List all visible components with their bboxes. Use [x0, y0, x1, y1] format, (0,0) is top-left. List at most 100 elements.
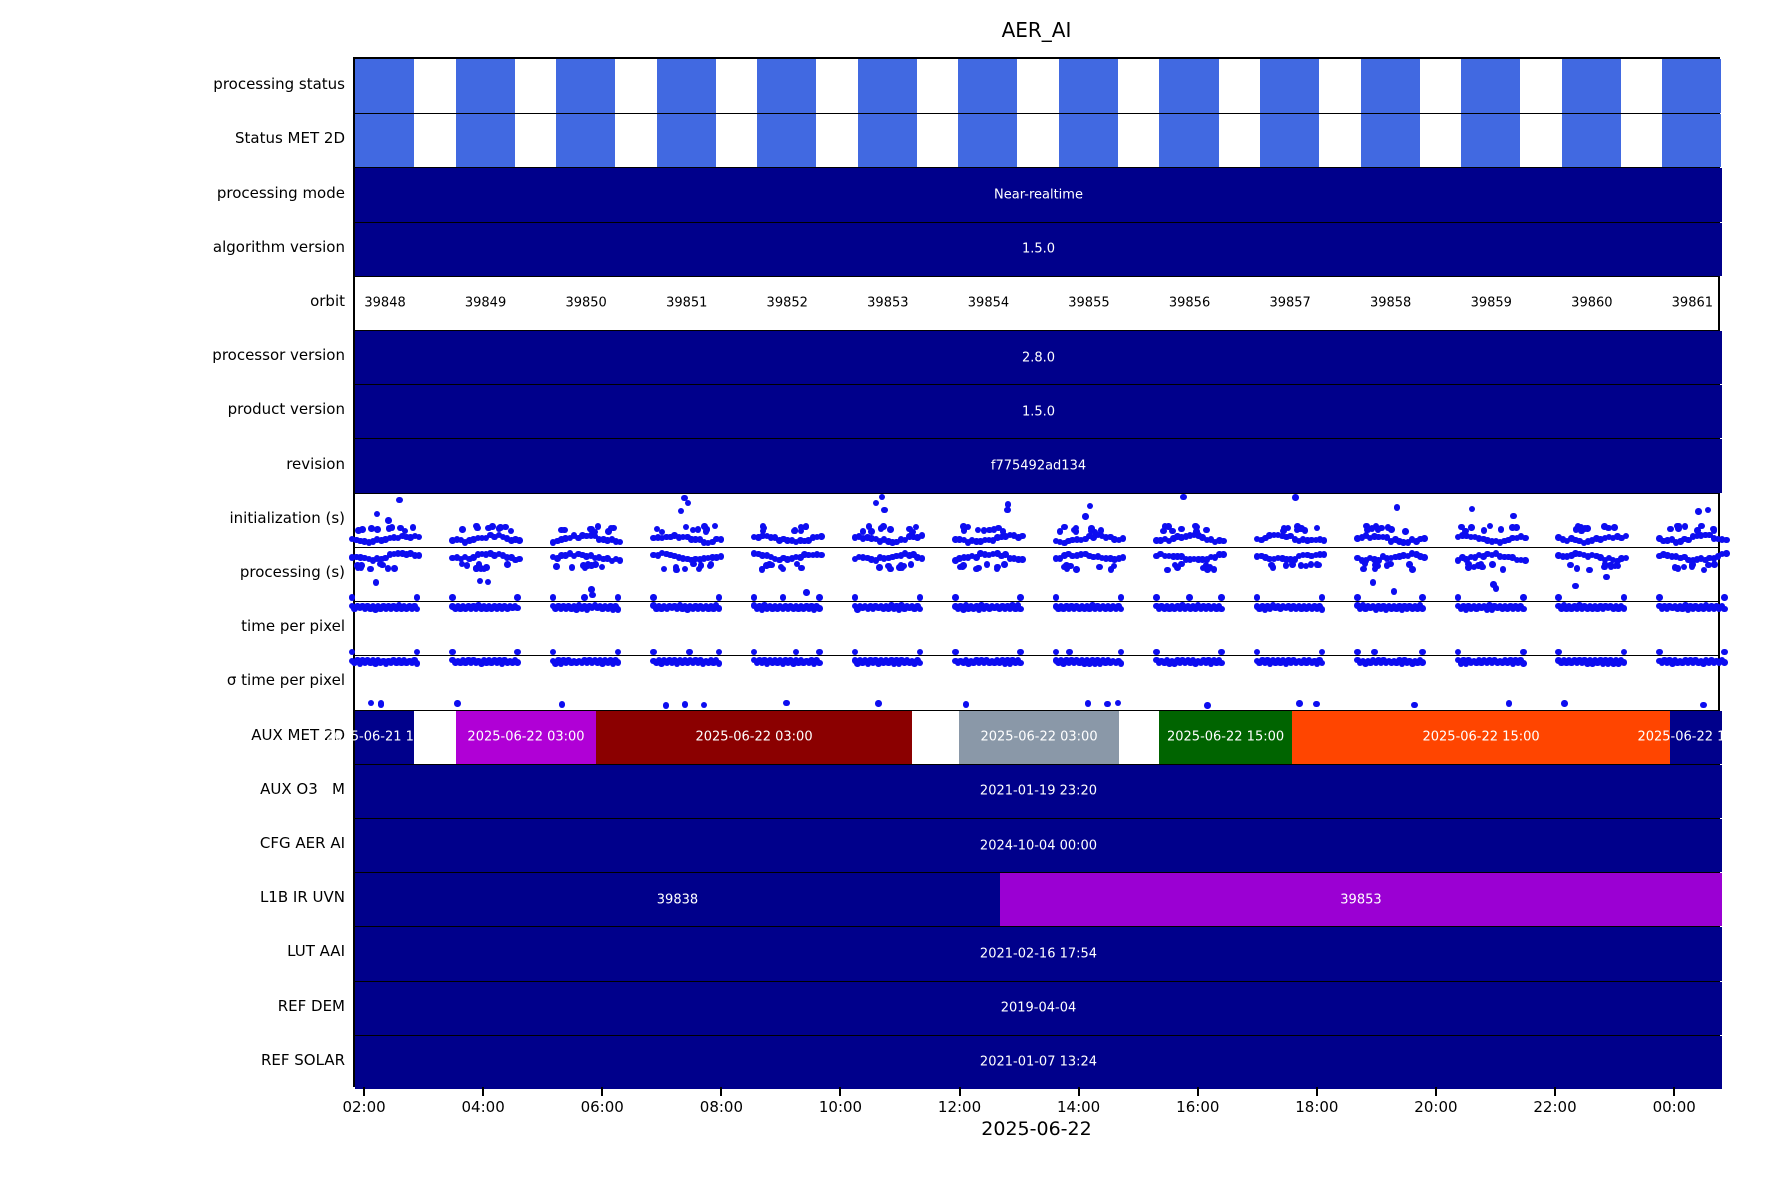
- scatter-dot: [1253, 594, 1261, 601]
- scatter-dot: [1458, 523, 1465, 531]
- scatter-dot: [1417, 535, 1424, 543]
- scatter-dot: [1056, 555, 1064, 562]
- scatter-dot: [562, 535, 569, 542]
- scatter-dot: [1378, 524, 1385, 532]
- status-block: [1561, 114, 1621, 168]
- scatter-dot: [1384, 524, 1392, 531]
- scatter-dot: [1052, 537, 1060, 545]
- scatter-dot: [1301, 527, 1309, 534]
- scatter-dot: [788, 555, 796, 562]
- orbit-number: 39860: [1571, 295, 1613, 311]
- scatter-dot: [763, 552, 771, 559]
- scatter-dot: [700, 555, 708, 562]
- scatter-dot: [1695, 508, 1702, 515]
- scatter-dot: [692, 555, 699, 563]
- scatter-dot: [1694, 527, 1701, 534]
- scatter-dot: [968, 552, 976, 560]
- scatter-dot: [897, 552, 905, 559]
- scatter-dot: [876, 564, 883, 571]
- scatter-dot: [909, 528, 916, 536]
- scatter-dot: [975, 606, 983, 613]
- scatter-dot: [1677, 554, 1684, 562]
- scatter-dot: [964, 554, 972, 561]
- timeline-row: 2024-10-04 00:00: [355, 817, 1722, 873]
- scatter-dot: [893, 552, 900, 560]
- scatter-dot: [1307, 561, 1315, 568]
- scatter-dot: [985, 536, 993, 544]
- scatter-dot: [658, 605, 665, 613]
- bar-segment: [355, 168, 1722, 222]
- scatter-dot: [1413, 551, 1420, 558]
- scatter-dot: [357, 537, 364, 545]
- scatter-dot: [348, 648, 356, 656]
- scatter-dot: [859, 659, 866, 667]
- scatter-dot: [612, 555, 620, 563]
- scatter-dot: [1318, 648, 1326, 656]
- x-tick-mark: [1077, 1087, 1080, 1096]
- status-block: [1058, 59, 1118, 114]
- status-block: [1662, 114, 1722, 168]
- scatter-dot: [868, 556, 875, 563]
- status-block: [958, 114, 1018, 168]
- scatter-dot: [1111, 536, 1118, 543]
- scatter-dot: [1294, 523, 1301, 530]
- scatter-dot: [348, 554, 356, 561]
- scatter-dot: [399, 550, 406, 557]
- scatter-dot: [1362, 557, 1370, 564]
- scatter-dot: [1174, 564, 1181, 571]
- scatter-dot: [1700, 701, 1707, 709]
- scatter-dot: [385, 517, 392, 524]
- scatter-dot: [916, 648, 924, 656]
- scatter-dot: [604, 605, 612, 613]
- scatter-dot: [1052, 648, 1060, 656]
- scatter-dot: [1601, 534, 1609, 542]
- scatter-dot: [880, 555, 888, 562]
- scatter-dot: [508, 554, 515, 561]
- scatter-dot: [1318, 606, 1326, 613]
- scatter-dot: [1354, 535, 1361, 542]
- x-tick-mark: [839, 1087, 842, 1096]
- scatter-dot: [413, 594, 421, 601]
- scatter-dot: [1097, 527, 1105, 534]
- scatter-dot: [1618, 534, 1625, 542]
- scatter-dot: [394, 550, 402, 557]
- scatter-dot: [994, 550, 1001, 557]
- x-tick-mark: [958, 1087, 961, 1096]
- scatter-dot: [700, 539, 708, 546]
- scatter-dot: [973, 565, 980, 573]
- scatter-dot: [587, 552, 595, 559]
- scatter-dot: [1320, 551, 1328, 558]
- scatter-dot: [1517, 533, 1525, 540]
- scatter-dot: [1001, 561, 1008, 568]
- scatter-dot: [803, 589, 810, 596]
- status-block: [556, 114, 616, 168]
- scatter-dot: [499, 533, 507, 541]
- scatter-dot: [1702, 531, 1709, 539]
- scatter-dot: [1488, 551, 1495, 559]
- scatter-dot: [865, 523, 873, 530]
- scatter-dot: [779, 565, 787, 573]
- scatter-dot: [1096, 660, 1104, 667]
- scatter-dot: [453, 554, 461, 561]
- x-tick-label: 22:00: [1533, 1098, 1577, 1116]
- orbit-number: 39852: [766, 295, 808, 311]
- scatter-dot: [1359, 602, 1367, 609]
- scatter-dot: [1413, 538, 1420, 545]
- scatter-dot: [1480, 535, 1487, 543]
- scatter-dot: [1380, 602, 1387, 610]
- scatter-dot: [361, 554, 368, 562]
- scatter-dot: [956, 555, 963, 562]
- scatter-dot: [595, 554, 603, 561]
- scatter-dot: [1462, 660, 1470, 667]
- scatter-dot: [654, 534, 662, 541]
- scatter-dot: [818, 533, 825, 540]
- scatter-dot: [758, 566, 766, 573]
- status-block: [857, 114, 917, 168]
- scatter-dot: [759, 552, 766, 559]
- scatter-dot: [1509, 524, 1516, 531]
- scatter-dot: [868, 535, 875, 542]
- scatter-dot: [1371, 565, 1379, 573]
- scatter-dot: [1559, 553, 1567, 560]
- scatter-dot: [549, 553, 557, 561]
- scatter-dot: [1454, 648, 1462, 656]
